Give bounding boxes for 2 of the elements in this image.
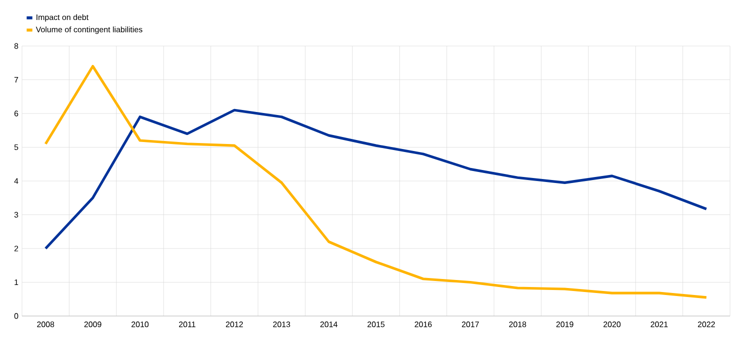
line-series bbox=[44, 108, 708, 250]
line-series bbox=[44, 64, 708, 299]
